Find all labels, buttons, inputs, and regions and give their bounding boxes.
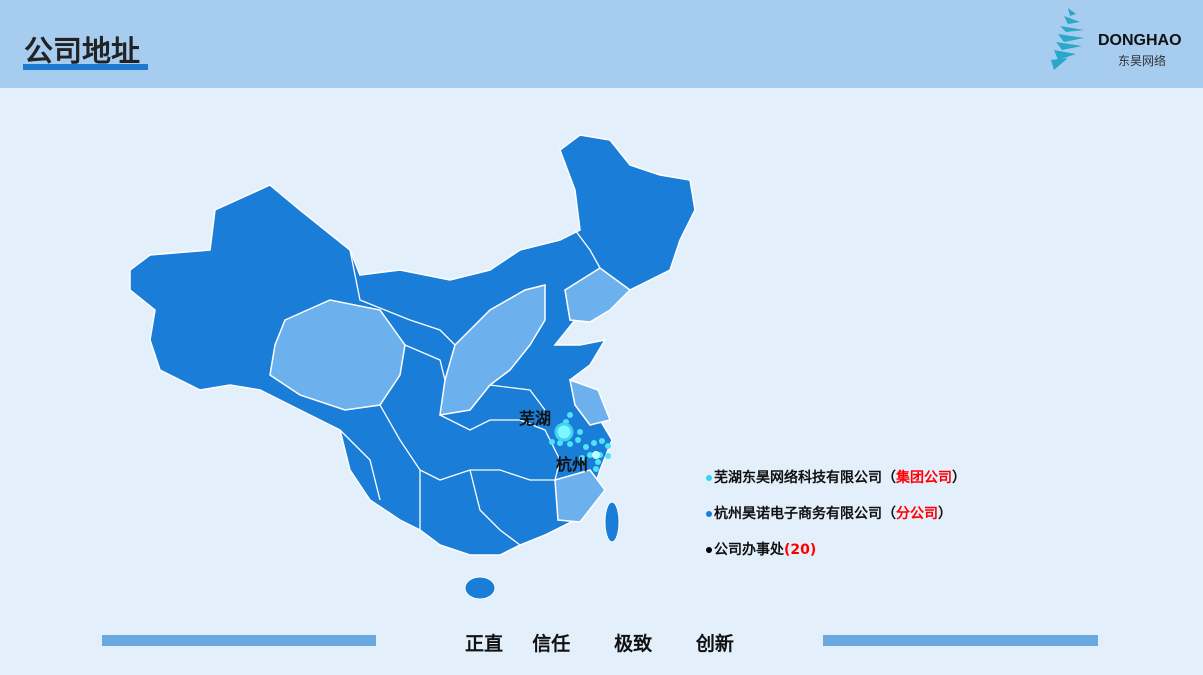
- hainan-island: [464, 576, 496, 600]
- company-logo: DONGHAO 东昊网络: [1046, 4, 1196, 74]
- legend-tag: 集团公司: [896, 470, 952, 486]
- province-fujian: [554, 469, 606, 523]
- logo-text-en: DONGHAO: [1098, 32, 1182, 49]
- logo-text-cn: 东昊网络: [1118, 54, 1167, 68]
- wuhu-marker[interactable]: [554, 422, 574, 442]
- legend-item-wuhu-hq: 芜湖东昊网络科技有限公司（集团公司）: [706, 467, 966, 487]
- office-count: (20): [784, 542, 817, 558]
- province-jiangsu: [569, 378, 612, 426]
- legend-name: 杭州昊诺电子商务有限公司: [714, 506, 882, 522]
- legend-name: 芜湖东昊网络科技有限公司: [714, 470, 882, 486]
- legend-name: 公司办事处: [714, 542, 784, 558]
- cyan-dot-icon: [706, 475, 712, 481]
- feather-logo-icon: [1051, 8, 1084, 70]
- legend-item-offices: 公司办事处(20): [706, 539, 816, 559]
- header-banner: [0, 0, 1203, 88]
- office-markers: [549, 412, 611, 472]
- title-underline: [23, 64, 148, 70]
- blue-dot-icon: [706, 511, 712, 517]
- company-motto: 正直 信任 极致 创新: [465, 633, 734, 655]
- city-label-wuhu: 芜湖: [519, 409, 552, 428]
- china-mainland: [129, 134, 696, 556]
- black-dot-icon: [706, 547, 712, 553]
- legend-tag: 分公司: [896, 506, 938, 522]
- footer-bar-left: [102, 635, 376, 646]
- legend-item-hangzhou-branch: 杭州昊诺电子商务有限公司（分公司）: [706, 503, 952, 523]
- taiwan-island: [604, 501, 620, 543]
- footer-bar-right: [823, 635, 1098, 646]
- page-title: 公司地址: [24, 34, 141, 68]
- hangzhou-marker[interactable]: [592, 451, 600, 459]
- province-shaanxi-shanxi: [439, 284, 546, 416]
- province-borders: [339, 229, 601, 546]
- city-label-hangzhou: 杭州: [556, 455, 589, 474]
